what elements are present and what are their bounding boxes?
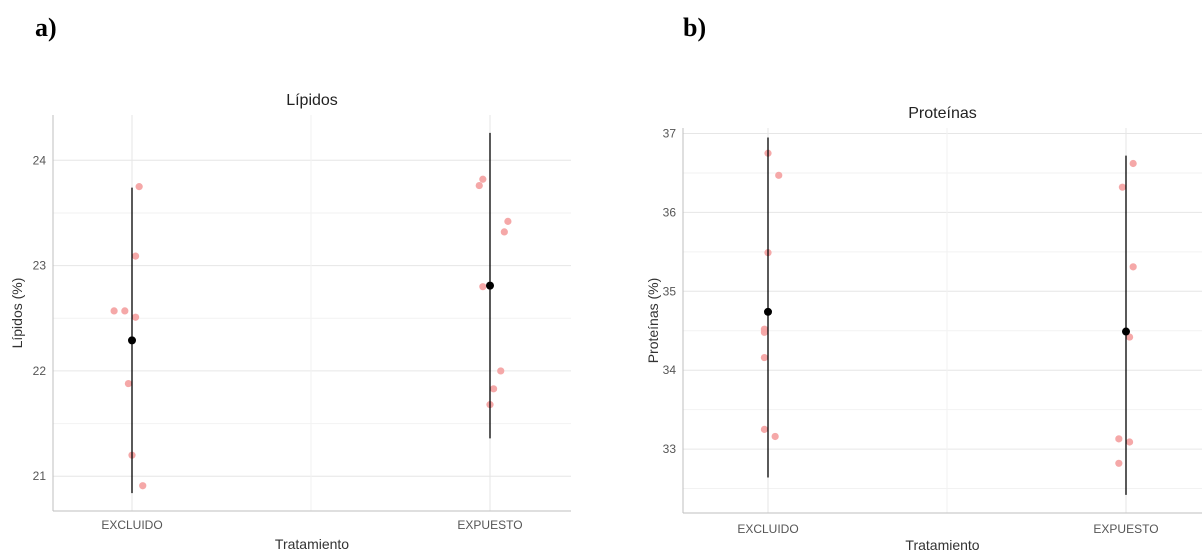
y-axis-title: Proteínas (%) <box>645 278 661 364</box>
x-tick-label: EXCLUIDO <box>101 518 162 532</box>
data-point <box>110 307 118 315</box>
data-point <box>479 175 487 183</box>
data-point <box>479 283 487 291</box>
data-point <box>139 482 147 490</box>
data-point <box>121 307 129 315</box>
panel-label-a: a) <box>35 13 57 42</box>
mean-point <box>1122 327 1130 336</box>
mean-point <box>764 307 772 316</box>
data-point <box>131 252 140 260</box>
mean-point <box>128 336 136 345</box>
data-point <box>1118 183 1127 191</box>
data-point <box>489 385 498 393</box>
data-point <box>124 379 133 388</box>
chart-title: Lípidos <box>286 92 338 109</box>
x-axis-title: Tratamiento <box>905 537 979 553</box>
lipidos-chart: 21 22 23 24 EXCLUIDO EXPUESTO Lípidos Tratamien… <box>9 92 571 552</box>
data-point <box>1115 435 1123 443</box>
panel-label-b: b) <box>683 13 706 42</box>
data-point <box>500 228 508 236</box>
data-point <box>775 171 783 179</box>
x-tick-label: EXPUESTO <box>457 518 522 532</box>
y-axis-title: Lípidos (%) <box>9 278 25 349</box>
y-tick-label: 36 <box>663 205 677 219</box>
y-tick-label: 22 <box>33 364 47 378</box>
y-tick-label: 21 <box>33 469 47 483</box>
y-tick-label: 34 <box>663 363 677 377</box>
data-point <box>135 183 143 191</box>
data-point <box>1129 159 1137 168</box>
chart-title: Proteínas <box>908 105 976 122</box>
y-tick-label: 35 <box>663 284 677 298</box>
x-tick-label: EXPUESTO <box>1093 522 1158 536</box>
data-point <box>760 328 769 336</box>
data-point <box>760 353 769 362</box>
data-point <box>131 313 140 321</box>
data-point <box>1125 438 1134 446</box>
data-point <box>1129 263 1137 271</box>
data-point <box>771 432 779 441</box>
x-tick-label: EXCLUIDO <box>737 522 798 536</box>
mean-point <box>486 281 494 290</box>
data-point <box>1115 459 1123 467</box>
y-tick-label: 33 <box>663 442 677 456</box>
data-point <box>760 425 769 433</box>
data-point <box>497 367 505 375</box>
y-tick-label: 24 <box>33 153 47 167</box>
x-axis-title: Tratamiento <box>275 536 349 552</box>
data-point <box>1125 333 1134 341</box>
data-point <box>475 181 483 190</box>
proteinas-chart: 33 34 35 36 37 EXCLUIDO EXPUESTO Proteínas Trata… <box>645 105 1202 553</box>
y-tick-label: 37 <box>663 127 677 141</box>
y-tick-label: 23 <box>33 259 47 273</box>
data-point <box>504 217 512 225</box>
